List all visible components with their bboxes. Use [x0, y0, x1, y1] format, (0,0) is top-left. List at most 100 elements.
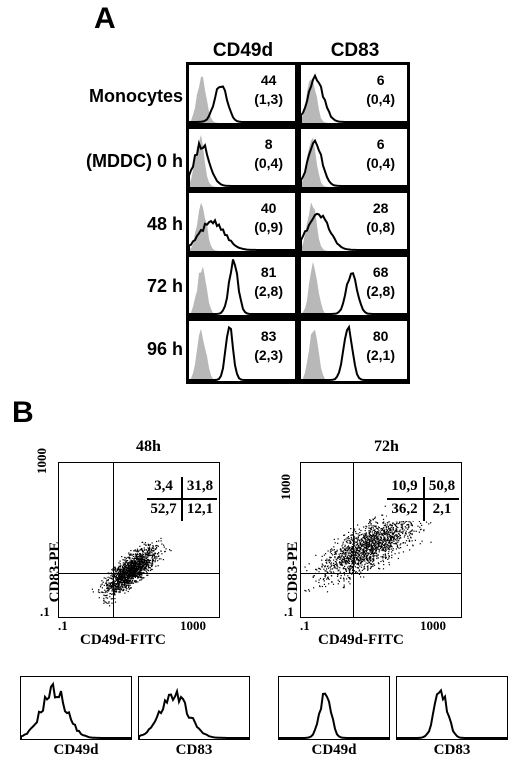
column-header-cd83: CD83	[330, 40, 380, 61]
small-histogram-canvas	[21, 681, 131, 739]
stat-label: 28 (0,8)	[366, 200, 395, 235]
dotplot-72h-title: 72h	[374, 438, 399, 455]
stain-histogram-line	[301, 138, 407, 187]
small-histogram-canvas	[279, 692, 389, 739]
dotplot-48h-xtick-right: 1000	[180, 618, 206, 633]
quadrant-lr: 2,1	[432, 501, 452, 517]
stat-label: 81 (2,8)	[254, 264, 283, 299]
quadrant-hline	[301, 573, 461, 574]
histogram-line	[139, 687, 249, 739]
small-histogram-label: CD83	[175, 742, 213, 758]
stain-histogram-line	[301, 212, 407, 251]
histogram-line	[397, 688, 507, 739]
histogram-48h-cd49d: 40 (0,9)	[186, 190, 298, 254]
stat-label: 80 (2,1)	[366, 328, 395, 363]
dotplot-48h-title: 48h	[136, 438, 161, 455]
stain-histogram-line	[301, 324, 407, 381]
dotplot-72h-canvas	[304, 502, 432, 593]
stat-label: 6 (0,4)	[366, 136, 395, 171]
dotplot-72h-ytick-bottom: .1	[284, 604, 294, 619]
stain-histogram-line	[189, 218, 295, 251]
histogram-canvas	[189, 134, 295, 187]
small-histogram-label: CD49d	[53, 742, 99, 758]
stain-histogram-line	[189, 139, 295, 187]
control-histogram-fill	[189, 202, 295, 251]
stat-label: 83 (2,3)	[254, 328, 283, 363]
histogram-48h-cd83: 28 (0,8)	[298, 190, 410, 254]
dotplot-48h-xtick-left: .1	[58, 618, 68, 633]
control-histogram-fill	[301, 329, 407, 381]
stain-histogram-line	[301, 73, 407, 123]
small-histogram-canvas	[139, 687, 249, 739]
stain-histogram-line	[189, 259, 295, 315]
quadrant-ll: 36,2	[391, 501, 418, 517]
panel-a-letter: A	[94, 2, 116, 35]
quadrant-lr: 12,1	[186, 501, 214, 517]
dotplot-72h: 10,9 50,8 36,2 2,1	[300, 462, 462, 618]
small-histogram-canvas	[397, 688, 507, 739]
histogram-72h-cd83: 68 (2,8)	[298, 254, 410, 318]
scatter-points	[304, 502, 432, 593]
quadrant-stats-48h: 3,4 31,8 52,7 12,1	[147, 477, 217, 521]
histogram-0h-cd83: 6 (0,4)	[298, 126, 410, 190]
small-histogram-48h-cd49d	[20, 676, 132, 740]
quadrant-ll: 52,7	[150, 501, 177, 517]
row-label-monocytes: Monocytes	[88, 86, 183, 106]
histogram-72h-cd49d: 81 (2,8)	[186, 254, 298, 318]
quadrant-ur: 31,8	[186, 478, 214, 494]
quadrant-ul: 10,9	[391, 478, 418, 494]
stats-divider-h	[147, 498, 217, 500]
stain-histogram-line	[189, 325, 295, 381]
histogram-96h-cd83: 80 (2,1)	[298, 318, 410, 384]
dotplot-72h-xlabel: CD49d-FITC	[318, 632, 404, 648]
histogram-canvas	[189, 202, 295, 251]
stain-histogram-line	[189, 85, 295, 123]
dotplot-72h-xtick-left: .1	[300, 618, 310, 633]
control-histogram-fill	[301, 202, 407, 251]
histogram-96h-cd49d: 83 (2,3)	[186, 318, 298, 384]
column-header-cd49d: CD49d	[212, 40, 274, 61]
dotplot-72h-xtick-right: 1000	[420, 618, 446, 633]
histogram-line	[279, 692, 389, 739]
row-label-72h: 72 h	[146, 276, 183, 296]
control-histogram-fill	[189, 328, 295, 381]
histogram-0h-cd49d: 8 (0,4)	[186, 126, 298, 190]
histogram-canvas	[189, 325, 295, 381]
histogram-canvas	[301, 202, 407, 251]
stat-label: 8 (0,4)	[254, 136, 283, 171]
dotplot-48h-ytick-bottom: .1	[40, 604, 50, 619]
control-histogram-fill	[301, 137, 407, 187]
quadrant-hline	[59, 573, 219, 574]
small-histogram-label: CD49d	[311, 742, 357, 758]
quadrant-ur: 50,8	[428, 478, 456, 494]
histogram-line	[21, 681, 131, 739]
histogram-canvas	[301, 261, 407, 315]
histogram-canvas	[189, 76, 295, 123]
quadrant-vline	[353, 463, 354, 617]
quadrant-ul: 3,4	[154, 478, 173, 494]
small-histogram-label: CD83	[433, 742, 471, 758]
dotplot-72h-ytick-top: 1000	[278, 474, 293, 500]
histogram-monocytes-cd49d: 44 (1,3)	[186, 62, 298, 126]
stats-divider-h	[387, 498, 459, 500]
control-histogram-fill	[189, 134, 295, 187]
row-label-mddc-0h: (MDDC) 0 h	[86, 151, 183, 171]
stat-label: 68 (2,8)	[366, 264, 395, 299]
dotplot-48h: 3,4 31,8 52,7 12,1	[58, 462, 220, 618]
row-label-48h: 48 h	[146, 214, 183, 234]
quadrant-stats-72h: 10,9 50,8 36,2 2,1	[387, 477, 459, 521]
stat-label: 40 (0,9)	[254, 200, 283, 235]
quadrant-vline	[113, 463, 114, 617]
dotplot-48h-ytick-top: 1000	[34, 448, 49, 474]
small-histogram-72h-cd83	[396, 676, 508, 740]
small-histogram-48h-cd83	[138, 676, 250, 740]
stain-histogram-line	[301, 272, 407, 315]
histogram-monocytes-cd83: 6 (0,4)	[298, 62, 410, 126]
histogram-canvas	[301, 137, 407, 187]
control-histogram-fill	[301, 261, 407, 315]
control-histogram-fill	[189, 266, 295, 315]
histogram-canvas	[189, 259, 295, 315]
histogram-canvas	[301, 324, 407, 381]
stat-label: 6 (0,4)	[366, 72, 395, 107]
